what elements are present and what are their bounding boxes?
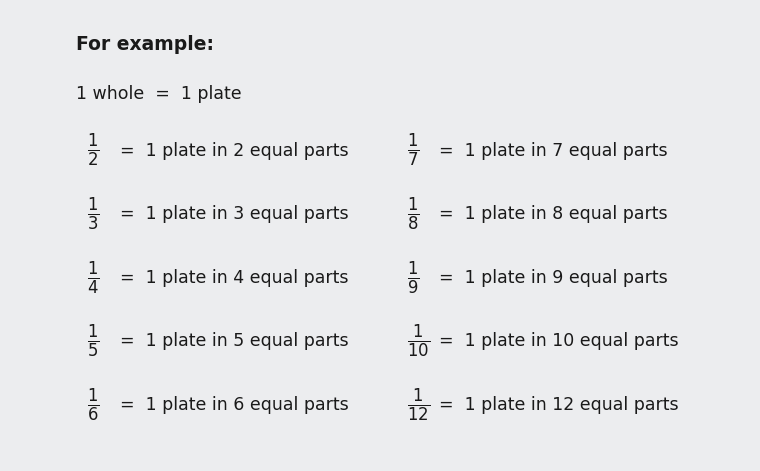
Text: $\frac{1}{5}$: $\frac{1}{5}$ <box>87 323 100 360</box>
Text: $\frac{1}{12}$: $\frac{1}{12}$ <box>407 386 429 424</box>
Text: $\frac{1}{7}$: $\frac{1}{7}$ <box>407 132 419 170</box>
Text: =  1 plate in 12 equal parts: = 1 plate in 12 equal parts <box>439 396 679 414</box>
Text: $\frac{1}{10}$: $\frac{1}{10}$ <box>407 323 429 360</box>
Text: =  1 plate in 8 equal parts: = 1 plate in 8 equal parts <box>439 205 668 223</box>
Text: =  1 plate in 4 equal parts: = 1 plate in 4 equal parts <box>120 269 349 287</box>
Text: =  1 plate in 6 equal parts: = 1 plate in 6 equal parts <box>120 396 349 414</box>
Text: $\frac{1}{8}$: $\frac{1}{8}$ <box>407 195 419 233</box>
Text: =  1 plate in 3 equal parts: = 1 plate in 3 equal parts <box>120 205 349 223</box>
Text: $\frac{1}{6}$: $\frac{1}{6}$ <box>87 386 100 424</box>
Text: =  1 plate in 7 equal parts: = 1 plate in 7 equal parts <box>439 142 668 160</box>
Text: =  1 plate in 9 equal parts: = 1 plate in 9 equal parts <box>439 269 668 287</box>
Text: $\frac{1}{9}$: $\frac{1}{9}$ <box>407 259 419 297</box>
Text: =  1 plate in 10 equal parts: = 1 plate in 10 equal parts <box>439 333 679 350</box>
Text: $\frac{1}{2}$: $\frac{1}{2}$ <box>87 132 100 170</box>
Text: 1 whole  =  1 plate: 1 whole = 1 plate <box>76 85 242 103</box>
Text: For example:: For example: <box>76 35 214 54</box>
Text: =  1 plate in 5 equal parts: = 1 plate in 5 equal parts <box>120 333 349 350</box>
Text: $\frac{1}{3}$: $\frac{1}{3}$ <box>87 195 100 233</box>
Text: =  1 plate in 2 equal parts: = 1 plate in 2 equal parts <box>120 142 349 160</box>
Text: $\frac{1}{4}$: $\frac{1}{4}$ <box>87 259 100 297</box>
